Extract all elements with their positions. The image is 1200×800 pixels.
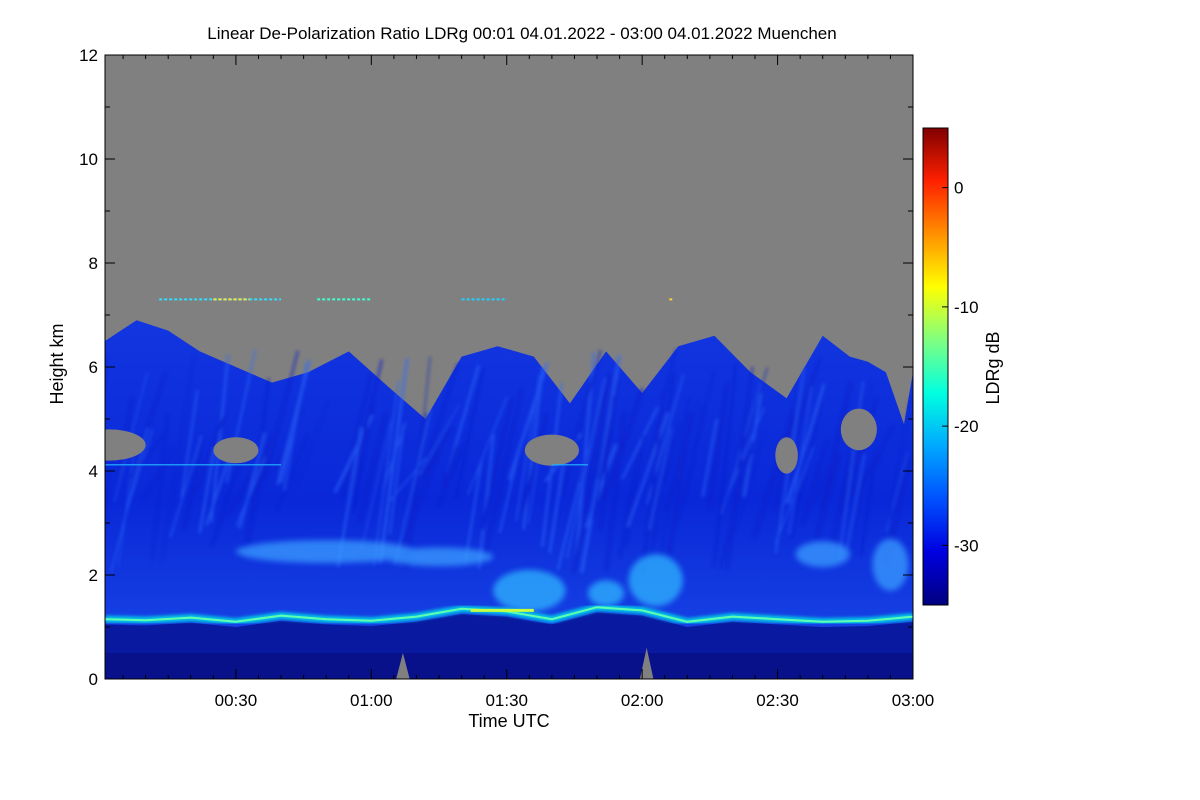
- surface-layer: [105, 653, 913, 679]
- y-tick-label: 6: [89, 358, 98, 377]
- y-axis-label: Height km: [47, 323, 67, 404]
- no-data-gap: [213, 437, 259, 464]
- y-axis: 0 2 4 6 8 10 12: [79, 46, 913, 689]
- y-tick-label: 4: [89, 462, 98, 481]
- no-data-spike: [639, 647, 654, 679]
- cloud-body: [105, 320, 913, 679]
- y-tick-label: 0: [89, 670, 98, 689]
- colorbar-label: LDRg dB: [983, 331, 1003, 404]
- x-tick-label: 00:30: [215, 691, 258, 710]
- x-tick-label: 03:00: [892, 691, 935, 710]
- lower-layer: [235, 538, 909, 612]
- y-tick-label: 8: [89, 254, 98, 273]
- no-data-gap: [775, 437, 798, 474]
- x-tick-label: 02:30: [756, 691, 799, 710]
- x-axis-label: Time UTC: [468, 711, 549, 731]
- no-data-gap: [524, 434, 579, 466]
- y-tick-label: 10: [79, 150, 98, 169]
- heatmap-area: [105, 55, 913, 679]
- no-data-gap: [105, 429, 146, 461]
- x-tick-label: 02:00: [621, 691, 664, 710]
- x-axis: 00:30 01:00 01:30 02:00 02:30 03:00: [122, 55, 935, 710]
- no-data-gap: [840, 408, 877, 451]
- chart-title: Linear De-Polarization Ratio LDRg 00:01 …: [207, 24, 836, 43]
- colorbar-tick-label: 0: [954, 179, 963, 198]
- no-data-spike: [396, 653, 410, 679]
- y-tick-label: 12: [79, 46, 98, 65]
- colorbar: 0 -10 -20 -30: [922, 127, 979, 606]
- colorbar-tick-label: -10: [954, 298, 979, 317]
- x-tick-label: 01:30: [485, 691, 528, 710]
- x-tick-label: 01:00: [350, 691, 393, 710]
- colorbar-tick-label: -20: [954, 417, 979, 436]
- y-tick-label: 2: [89, 566, 98, 585]
- colorbar-scale: [922, 127, 949, 606]
- colorbar-tick-label: -30: [954, 536, 979, 555]
